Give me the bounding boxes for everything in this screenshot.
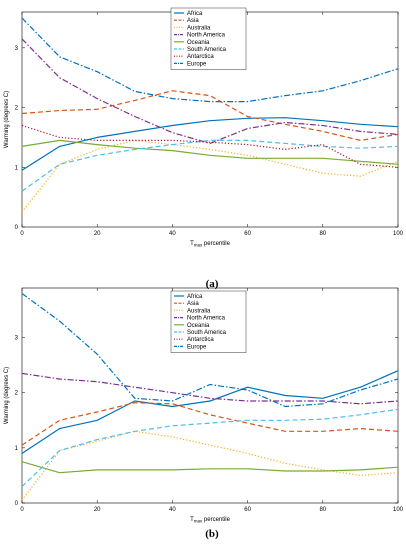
- x-tick-label: 0: [20, 231, 24, 237]
- panel-a: 0 20 40 60 80 100 1 2 3 0 Warming (degrees C) Tmax …: [4, 7, 404, 248]
- x-axis-label-prefix: T: [190, 517, 194, 523]
- x-axis-label-subscript: max: [194, 519, 203, 524]
- x-tick-label: 20: [94, 231, 101, 237]
- legend-label: Europe: [187, 61, 207, 67]
- x-tick-label: 60: [244, 507, 251, 513]
- y-axis-label: Warming (degrees C): [4, 367, 10, 424]
- x-axis-label-prefix: T: [190, 241, 194, 247]
- legend-box: [170, 7, 247, 70]
- x-tick-label: 20: [94, 507, 101, 513]
- legend-label: Africa: [187, 11, 203, 17]
- x-tick-label: 80: [319, 231, 326, 237]
- x-axis-label-subscript: max: [194, 243, 203, 248]
- legend-label: Asia: [187, 18, 199, 24]
- legend-label: Africa: [187, 294, 203, 300]
- y-tick-label: 3: [15, 46, 19, 52]
- legend-label: Oceania: [187, 323, 210, 329]
- y-tick-label: 1: [15, 446, 19, 452]
- series-line-antarctica: [21, 124, 399, 168]
- series-line-oceania: [21, 139, 399, 165]
- x-tick-label: 100: [393, 231, 404, 237]
- series-line-north-america: [21, 38, 399, 144]
- x-tick-label: 80: [319, 507, 326, 513]
- x-axis-label: Tmax percentile: [190, 517, 231, 524]
- plot-frame: [21, 287, 399, 504]
- series-line-europe: [21, 17, 399, 103]
- y-tick-label: 1: [15, 165, 19, 171]
- series-line-asia: [21, 90, 399, 141]
- legend-label: Europe: [187, 344, 207, 350]
- legend-label: Australia: [187, 308, 211, 314]
- panel-label-b: (b): [205, 528, 219, 540]
- legend-box: [170, 290, 247, 353]
- x-tick-label: 60: [244, 231, 251, 237]
- series-line-south-america: [21, 408, 399, 487]
- legend-label: Asia: [187, 301, 199, 307]
- series-line-oceania: [21, 461, 399, 474]
- x-tick-label: 40: [169, 231, 176, 237]
- x-axis-label-suffix: percentile: [202, 517, 230, 523]
- y-tick-label: 2: [15, 391, 19, 397]
- x-tick-label: 40: [169, 507, 176, 513]
- series-line-north-america: [21, 372, 399, 405]
- series-line-africa: [21, 117, 399, 171]
- x-tick-label: 0: [20, 507, 24, 513]
- y-axis-label: Warming (degrees C): [4, 91, 10, 148]
- series-line-europe: [21, 293, 399, 408]
- series-line-africa: [21, 370, 399, 454]
- y-tick-label: 2: [15, 106, 19, 112]
- legend-label: Oceania: [187, 40, 210, 46]
- legend-label: Australia: [187, 25, 211, 31]
- legend-label: North America: [187, 33, 226, 39]
- series-line-australia: [21, 430, 399, 501]
- legend-label: Antarctica: [187, 337, 214, 343]
- y-tick-label: 3: [15, 336, 19, 342]
- y-tick-label-zero: 0: [15, 501, 19, 507]
- x-axis-label-suffix: percentile: [202, 241, 230, 247]
- legend-label: South America: [187, 330, 227, 336]
- y-tick-label-zero: 0: [15, 225, 19, 231]
- series-line-south-america: [21, 139, 399, 192]
- x-axis-label: Tmax percentile: [190, 241, 231, 248]
- legend-label: South America: [187, 47, 227, 53]
- panel-b: 0 20 40 60 80 100 1 2 3 0 Warming (degrees C) Tmax …: [4, 287, 404, 524]
- series-line-australia: [21, 139, 399, 213]
- legend-label: North America: [187, 316, 226, 322]
- panel-label-a: (a): [205, 278, 219, 290]
- x-tick-label: 100: [393, 507, 404, 513]
- legend-label: Antarctica: [187, 54, 214, 60]
